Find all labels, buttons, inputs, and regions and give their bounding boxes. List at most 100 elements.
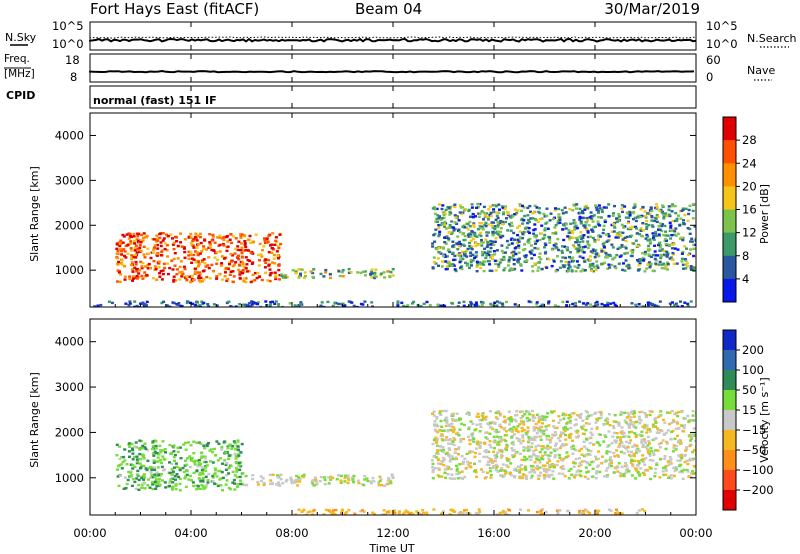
echo-cell	[547, 468, 551, 472]
echo-cell	[591, 475, 595, 478]
echo-cell	[511, 215, 515, 218]
echo-cell	[672, 446, 676, 450]
echo-cell	[654, 467, 658, 471]
n-search-trace	[89, 36, 696, 39]
echo-cell	[555, 448, 559, 451]
echo-cell	[124, 256, 128, 259]
echo-cell	[557, 421, 561, 424]
echo-cell	[535, 510, 539, 514]
echo-cell	[267, 264, 271, 267]
echo-cell	[234, 261, 238, 264]
echo-cell	[386, 270, 390, 273]
echo-cell	[93, 305, 97, 307]
echo-cell	[458, 242, 462, 246]
echo-cell	[224, 468, 228, 471]
echo-cell	[153, 482, 157, 486]
echo-cell	[498, 301, 502, 304]
echo-cell	[152, 454, 156, 457]
echo-cell	[446, 430, 450, 433]
echo-cell	[456, 241, 460, 245]
echo-cell	[479, 266, 483, 270]
echo-cell	[544, 453, 547, 457]
echo-cell	[201, 480, 205, 483]
echo-cell	[236, 248, 240, 252]
echo-cell	[197, 279, 201, 282]
echo-cell	[667, 463, 671, 467]
echo-cell	[514, 414, 517, 417]
echo-cell	[583, 226, 587, 229]
echo-cell	[529, 244, 533, 247]
echo-cell	[262, 483, 266, 487]
echo-cell	[141, 277, 145, 280]
echo-cell	[664, 212, 668, 215]
echo-cell	[129, 240, 133, 243]
echo-cell	[509, 238, 513, 241]
echo-cell	[505, 448, 508, 451]
echo-cell	[135, 455, 139, 458]
echo-cell	[550, 464, 554, 468]
echo-cell	[574, 418, 578, 421]
echo-cell	[477, 305, 481, 307]
echo-cell	[202, 460, 206, 464]
echo-cell	[595, 426, 599, 429]
echo-cell	[602, 250, 606, 253]
echo-cell	[683, 245, 687, 248]
echo-cell	[176, 450, 180, 454]
echo-cell	[251, 474, 255, 477]
echo-cell	[475, 475, 479, 479]
echo-cell	[680, 454, 684, 457]
echo-cell	[183, 464, 187, 467]
echo-cell	[547, 464, 551, 467]
echo-cell	[251, 261, 255, 264]
echo-cell	[456, 477, 460, 480]
echo-cell	[592, 266, 596, 269]
echo-cell	[666, 234, 670, 237]
echo-cell	[585, 437, 588, 441]
echo-cell	[598, 224, 602, 227]
echo-cell	[141, 261, 145, 265]
echo-cell	[324, 268, 328, 272]
echo-cell	[601, 231, 605, 235]
echo-cell	[451, 457, 455, 461]
echo-cell	[620, 204, 624, 207]
echo-cell	[123, 448, 127, 451]
echo-cell	[184, 441, 187, 445]
echo-cell	[687, 475, 691, 478]
echo-cell	[163, 247, 167, 251]
echo-cell	[456, 248, 460, 251]
echo-cell	[379, 273, 383, 277]
echo-cell	[647, 439, 651, 443]
echo-cell	[517, 251, 521, 254]
echo-cell	[606, 267, 610, 270]
echo-cell	[291, 269, 295, 272]
echo-cell	[669, 477, 673, 480]
echo-cell	[531, 414, 535, 417]
echo-cell	[341, 302, 345, 305]
echo-cell	[605, 233, 608, 236]
echo-cell	[496, 417, 500, 421]
echo-cell	[130, 256, 134, 259]
echo-cell	[199, 235, 202, 239]
echo-cell	[168, 266, 172, 270]
echo-cell	[169, 233, 173, 236]
echo-cell	[539, 232, 543, 235]
echo-cell	[545, 474, 549, 478]
echo-cell	[648, 413, 652, 417]
echo-cell	[581, 512, 585, 515]
echo-cell	[99, 303, 103, 307]
echo-cell	[209, 460, 212, 463]
echo-cell	[155, 485, 159, 488]
echo-cell	[126, 478, 130, 482]
echo-cell	[139, 241, 143, 244]
echo-cell	[276, 254, 280, 258]
echo-cell	[437, 203, 441, 206]
echo-cell	[668, 257, 672, 260]
echo-cell	[562, 467, 566, 470]
echo-cell	[134, 260, 138, 264]
echo-cell	[179, 457, 183, 460]
echo-cell	[152, 452, 156, 455]
echo-cell	[564, 443, 568, 446]
echo-cell	[466, 223, 470, 226]
echo-cell	[151, 487, 155, 491]
echo-cell	[151, 251, 155, 254]
